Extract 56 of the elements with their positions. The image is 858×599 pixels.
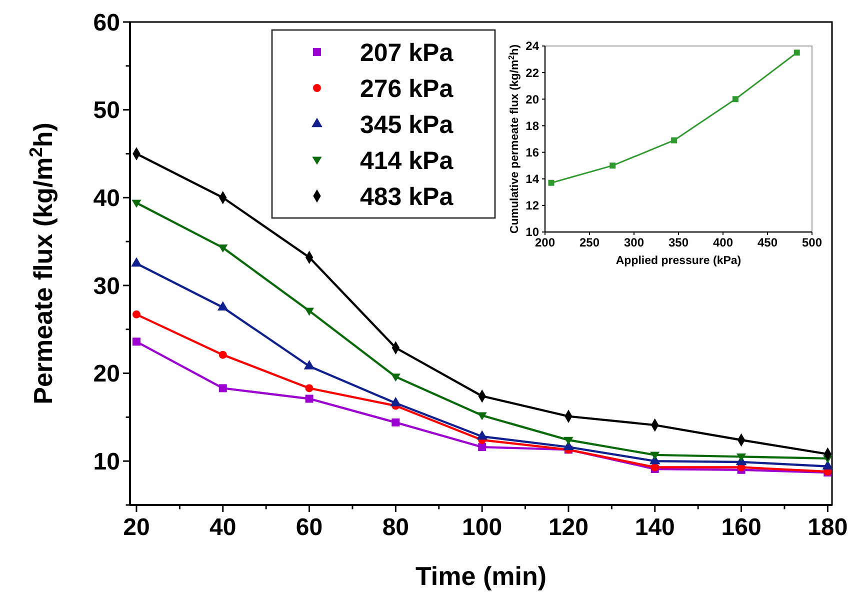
point [304,308,314,316]
y-tick-label: 14 [526,172,540,186]
point [218,244,228,252]
legend-label: 276 kPa [360,74,454,103]
y-tick-label: 40 [93,185,120,212]
y-tick-label: 30 [93,272,120,300]
x-tick-label: 400 [712,235,734,250]
x-tick-label: 120 [548,514,589,541]
point [650,452,660,460]
point [218,350,227,359]
y-tick-label: 60 [93,9,120,36]
y-tick-label: 12 [526,198,540,213]
x-tick-label: 300 [624,235,644,250]
x-tick-label: 100 [462,514,502,541]
y-tick-label: 24 [526,39,540,54]
point [390,374,400,382]
point [392,418,400,426]
x-tick-label: 20 [123,514,150,541]
x-tick-label: 160 [721,514,762,541]
legend-label: 483 kPa [360,182,454,211]
x-tick-label: 350 [668,235,689,250]
point [132,310,140,318]
x-axis-title: Time (min) [416,561,546,591]
y-tick-label: 10 [93,448,120,476]
x-tick-label: 80 [382,514,410,541]
point [671,137,678,144]
x-tick-label: 500 [802,235,822,250]
legend-label: 345 kPa [360,110,454,139]
legend-label: 207 kPa [360,38,454,67]
point [218,384,227,392]
y-tick-label: 20 [93,360,120,388]
y-tick-label: 22 [526,66,540,80]
y-tick-label: 50 [93,97,120,124]
x-tick-label: 140 [634,514,675,541]
x-tick-label: 40 [210,514,236,541]
x-tick-label: 60 [296,514,323,541]
point [305,394,314,403]
point [132,200,142,208]
point [478,443,486,452]
y-tick-label: 18 [526,118,540,133]
point [305,384,314,392]
y-tick-label: 16 [526,145,540,160]
point [477,412,487,420]
x-tick-label: 180 [808,514,848,541]
point [564,436,574,445]
point [548,180,554,186]
point [132,338,140,346]
point [610,162,616,169]
x-tick-label: 250 [579,235,600,250]
y-tick-label: 20 [526,92,540,106]
point [794,50,800,56]
point [736,454,746,462]
x-axis-title: Applied pressure (kPa) [616,255,742,267]
legend-label: 414 kPa [360,146,454,175]
point [732,96,738,102]
x-tick-label: 450 [757,235,778,250]
